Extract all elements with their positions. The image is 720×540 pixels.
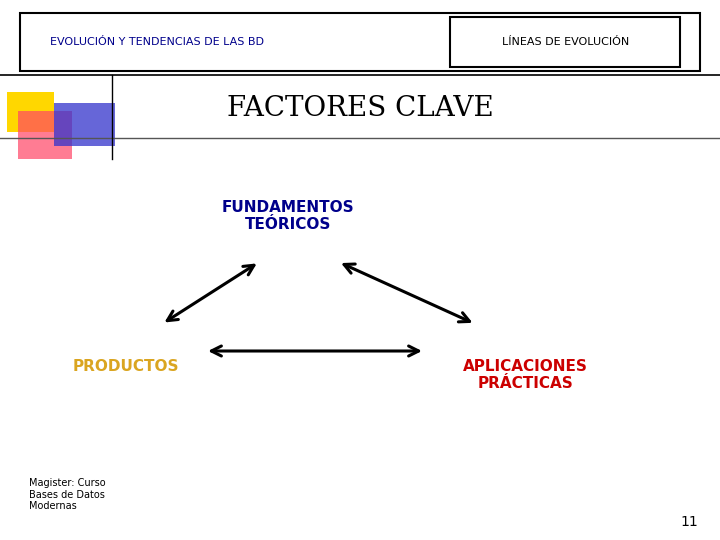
Text: LÍNEAS DE EVOLUCIÓN: LÍNEAS DE EVOLUCIÓN [502, 37, 629, 47]
Text: PRODUCTOS: PRODUCTOS [73, 359, 179, 374]
Text: EVOLUCIÓN Y TENDENCIAS DE LAS BD: EVOLUCIÓN Y TENDENCIAS DE LAS BD [50, 37, 264, 47]
Text: APLICACIONES
PRÁCTICAS: APLICACIONES PRÁCTICAS [463, 359, 588, 392]
Bar [54, 103, 115, 146]
Bar [20, 13, 700, 71]
Bar [7, 92, 54, 132]
Bar [18, 111, 72, 159]
Text: 11: 11 [680, 515, 698, 529]
Text: FUNDAMENTOS
TEÓRICOS: FUNDAMENTOS TEÓRICOS [222, 200, 354, 232]
Text: FACTORES CLAVE: FACTORES CLAVE [227, 94, 493, 122]
Bar [450, 17, 680, 67]
Text: Magister: Curso
Bases de Datos
Modernas: Magister: Curso Bases de Datos Modernas [29, 478, 105, 511]
